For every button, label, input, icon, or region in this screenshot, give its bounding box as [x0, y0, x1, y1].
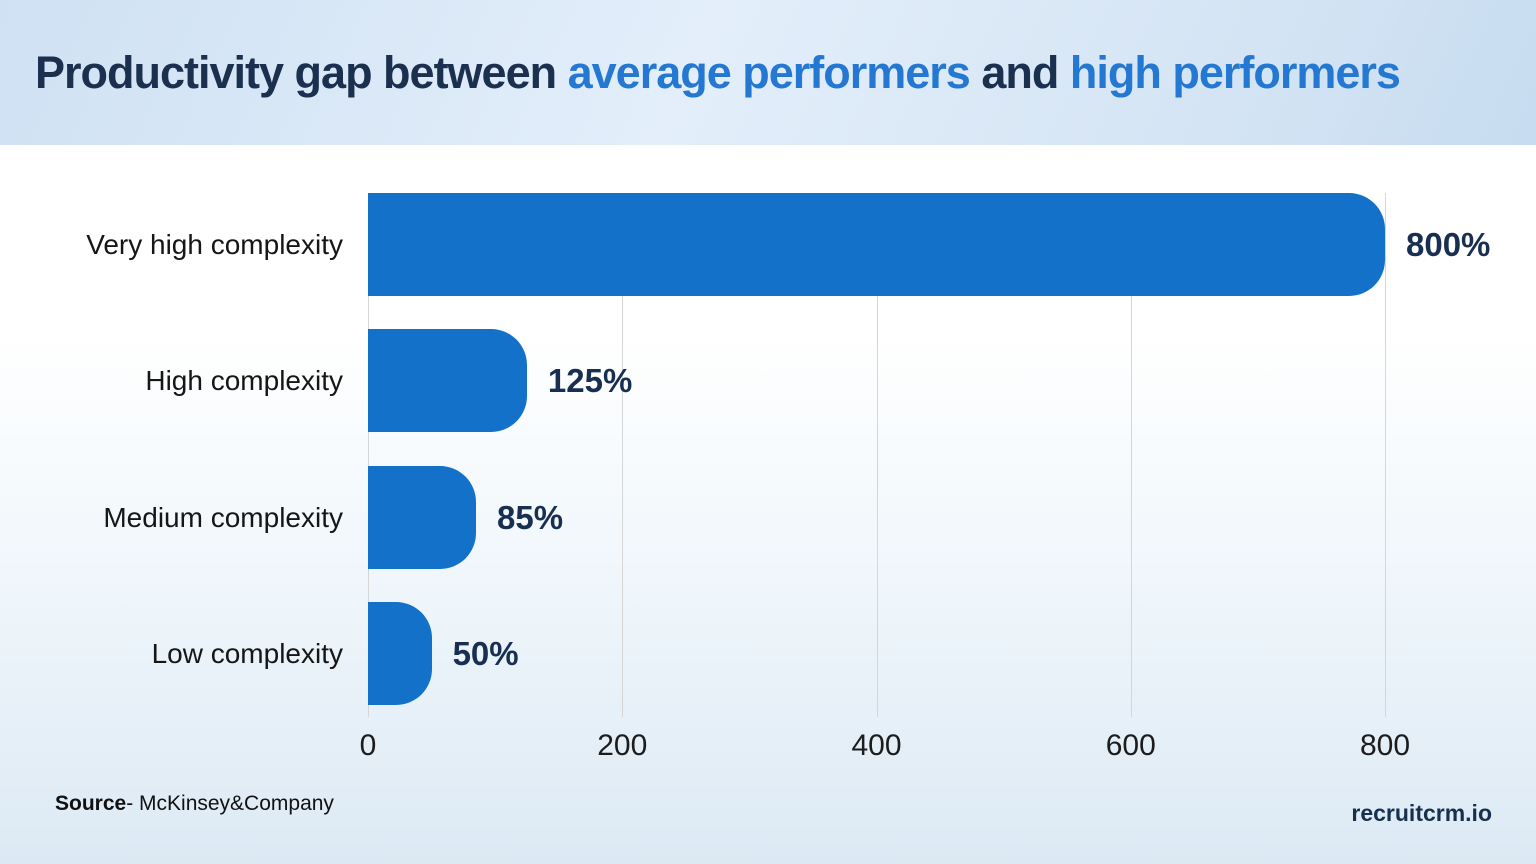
- bar-row: Very high complexity 800%: [86, 193, 1490, 296]
- header: Productivity gap between average perform…: [0, 0, 1536, 145]
- value-label: 85%: [497, 498, 564, 536]
- title-part: average performers: [567, 47, 971, 98]
- x-tick-label: 400: [851, 729, 902, 762]
- bar: [368, 193, 1385, 296]
- bar-row: High complexity 125%: [145, 329, 1385, 433]
- source-label: Source: [55, 792, 127, 815]
- category-label: High complexity: [145, 365, 343, 397]
- title-part: and: [969, 47, 1070, 98]
- gridline: [1385, 193, 1386, 717]
- gridline: [1130, 193, 1132, 717]
- bar: [368, 465, 477, 569]
- x-tick-label: 800: [1359, 729, 1411, 762]
- x-tick-label: 200: [597, 729, 648, 762]
- category-label: Low complexity: [151, 637, 343, 669]
- title-part: high performers: [1069, 47, 1401, 98]
- x-tick-label: 0: [359, 729, 377, 762]
- value-label: 50%: [452, 634, 519, 672]
- category-label: Very high complexity: [86, 229, 343, 260]
- bar-chart: Very high complexity 800% High complexity 1…: [86, 193, 1490, 762]
- bar: [368, 601, 432, 705]
- value-label: 125%: [547, 362, 633, 400]
- gridline: [876, 193, 878, 717]
- bar: [368, 329, 527, 433]
- title-part: Productivity gap between: [35, 47, 568, 98]
- source-text: - McKinsey&Company: [126, 792, 334, 815]
- category-label: Medium complexity: [103, 501, 343, 533]
- gridline: [622, 193, 624, 717]
- chart-area: Very high complexity 800% High complexity 1…: [0, 145, 1536, 864]
- bar-row: Low complexity 50%: [152, 601, 1385, 705]
- gridline: [368, 193, 369, 717]
- x-axis: 0 200 400 600 800: [360, 729, 1410, 769]
- page-title: Productivity gap between average perform…: [0, 47, 1401, 98]
- x-tick-label: 600: [1105, 729, 1156, 762]
- bar-rows: Very high complexity 800% High complexity 1…: [86, 193, 1490, 705]
- bar-row: Medium complexity 85%: [103, 465, 1385, 569]
- value-label: 800%: [1406, 226, 1491, 263]
- source-note: Source- McKinsey&Company: [55, 792, 334, 816]
- brand-logo: recruitcrm.io: [1351, 800, 1492, 826]
